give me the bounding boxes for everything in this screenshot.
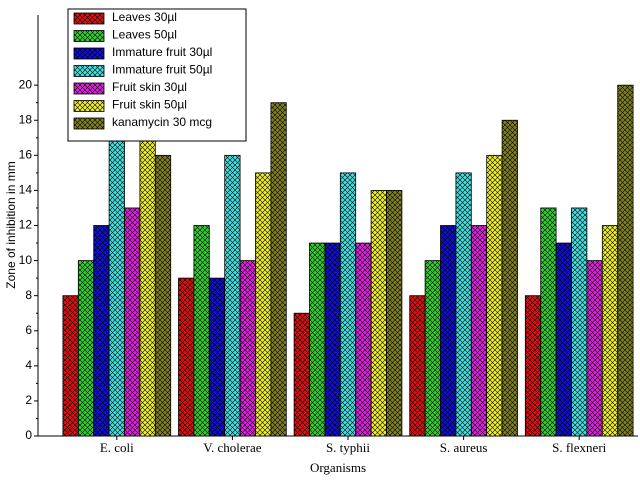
bar: [386, 190, 403, 437]
y-tick-label: 18: [19, 112, 33, 126]
y-tick-label: 8: [25, 288, 32, 302]
y-tick-label: 2: [25, 393, 32, 407]
y-tick-label: 0: [25, 428, 32, 442]
bar: [178, 277, 195, 437]
bar: [555, 242, 572, 437]
x-tick-label: S. typhii: [326, 440, 370, 455]
bar: [370, 190, 387, 437]
bar: [62, 295, 79, 437]
y-tick-label: 4: [25, 358, 32, 372]
bar: [409, 295, 426, 437]
bar: [124, 207, 141, 437]
y-tick-label: 20: [19, 77, 33, 91]
x-tick-label: S. flexneri: [552, 440, 607, 455]
bar: [77, 260, 95, 437]
legend-label: Leaves 50µl: [112, 28, 177, 42]
x-axis-label: Organisms: [310, 460, 366, 475]
bar: [193, 225, 210, 437]
y-axis-label: Zone of inhibition in mm: [4, 161, 18, 288]
legend-swatch: [73, 30, 105, 42]
bar: [93, 225, 110, 437]
bar: [139, 119, 156, 437]
bar: [586, 260, 603, 437]
bar: [470, 225, 488, 437]
bar: [355, 242, 372, 437]
legend-label: kanamycin 30 mcg: [112, 115, 212, 129]
bar: [239, 260, 256, 437]
bar: [270, 102, 287, 437]
bar: [108, 137, 125, 437]
bar: [540, 207, 557, 437]
bar: [255, 172, 272, 437]
bar: [324, 242, 341, 437]
bar: [440, 225, 457, 437]
y-tick-label: 6: [25, 323, 32, 337]
legend-swatch: [73, 100, 105, 112]
bar: [224, 154, 241, 437]
bar: [571, 207, 588, 437]
x-tick-label: E. coli: [100, 440, 134, 455]
legend-label: Fruit skin 30µl: [112, 80, 187, 94]
bar: [154, 154, 172, 437]
x-tick-label: V. cholerae: [203, 440, 261, 455]
bar: [601, 225, 619, 437]
x-tick-label: S. aureus: [440, 440, 488, 455]
bar: [293, 312, 310, 437]
y-tick-label: 14: [19, 183, 33, 197]
y-tick-label: 16: [19, 148, 33, 162]
y-tick-label: 12: [19, 218, 33, 232]
bar: [486, 154, 503, 437]
bar: [339, 172, 357, 437]
legend-swatch: [73, 65, 105, 77]
bar: [309, 242, 326, 437]
legend-label: Leaves 30µl: [112, 10, 177, 24]
bar: [424, 260, 441, 437]
legend-label: Immature fruit 50µl: [112, 63, 212, 77]
legend-swatch: [73, 117, 105, 130]
legend-swatch: [73, 12, 105, 25]
bar: [524, 295, 542, 437]
bar: [208, 277, 226, 437]
bar: [455, 172, 472, 437]
y-tick-label: 10: [19, 253, 33, 267]
legend-label: Fruit skin 50µl: [112, 98, 187, 112]
bar: [501, 119, 518, 437]
legend-label: Immature fruit 30µl: [112, 45, 212, 59]
legend-swatch: [73, 47, 105, 60]
bar: [617, 84, 634, 437]
legend-swatch: [73, 82, 105, 95]
